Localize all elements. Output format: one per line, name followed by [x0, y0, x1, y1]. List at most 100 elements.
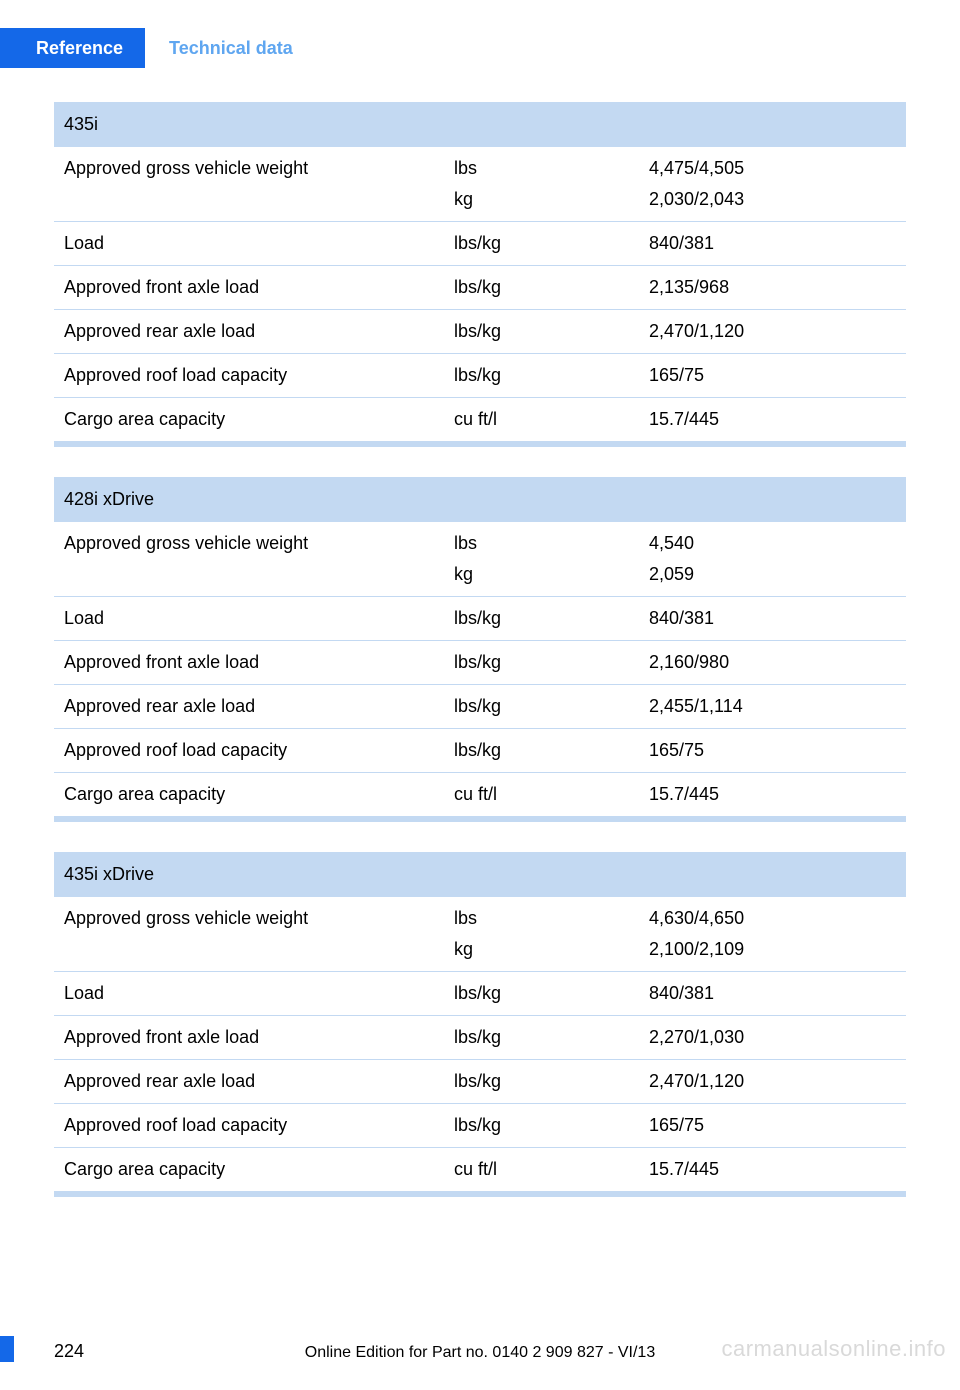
footer-edition-text: Online Edition for Part no. 0140 2 909 8… [0, 1344, 960, 1362]
table-row: Approved roof load capacity lbs/kg 165/7… [54, 729, 906, 773]
row-unit: lbs/kg [454, 696, 649, 717]
row-value: 15.7/445 [649, 1159, 896, 1180]
table-row: Approved rear axle load lbs/kg 2,455/1,1… [54, 685, 906, 729]
table-row: Load lbs/kg 840/381 [54, 597, 906, 641]
content-area: 435i Approved gross vehicle weight lbs k… [0, 102, 960, 1197]
section-title: 435i [64, 114, 98, 134]
table-row: Approved gross vehicle weight lbs kg 4,4… [54, 147, 906, 222]
table-row: Approved rear axle load lbs/kg 2,470/1,1… [54, 1060, 906, 1104]
row-label: Approved rear axle load [64, 321, 454, 342]
unit-line: kg [454, 189, 649, 210]
table-row: Approved roof load capacity lbs/kg 165/7… [54, 1104, 906, 1148]
row-unit: lbs/kg [454, 652, 649, 673]
row-label: Cargo area capacity [64, 784, 454, 805]
row-unit: cu ft/l [454, 784, 649, 805]
row-unit: lbs kg [454, 908, 649, 960]
row-value: 4,475/4,505 2,030/2,043 [649, 158, 896, 210]
row-label: Cargo area capacity [64, 1159, 454, 1180]
row-unit: lbs/kg [454, 1115, 649, 1136]
row-value: 840/381 [649, 983, 896, 1004]
table-row: Approved front axle load lbs/kg 2,270/1,… [54, 1016, 906, 1060]
table-row: Cargo area capacity cu ft/l 15.7/445 [54, 398, 906, 442]
section-end-bar [54, 817, 906, 822]
table-row: Approved front axle load lbs/kg 2,135/96… [54, 266, 906, 310]
row-unit: lbs/kg [454, 277, 649, 298]
section-end-bar [54, 442, 906, 447]
section-header: 435i [54, 102, 906, 147]
unit-line: lbs [454, 533, 649, 554]
row-label: Approved roof load capacity [64, 365, 454, 386]
row-unit: lbs/kg [454, 365, 649, 386]
table-row: Load lbs/kg 840/381 [54, 972, 906, 1016]
reference-label: Reference [36, 38, 123, 59]
row-value: 2,470/1,120 [649, 321, 896, 342]
row-value: 165/75 [649, 365, 896, 386]
section-label: Technical data [169, 38, 293, 59]
section-end-bar [54, 1192, 906, 1197]
row-value: 15.7/445 [649, 409, 896, 430]
value-line: 2,059 [649, 564, 896, 585]
row-label: Approved rear axle load [64, 1071, 454, 1092]
row-unit: lbs/kg [454, 608, 649, 629]
row-unit: lbs kg [454, 533, 649, 585]
row-label: Approved roof load capacity [64, 740, 454, 761]
value-line: 2,030/2,043 [649, 189, 896, 210]
table-row: Cargo area capacity cu ft/l 15.7/445 [54, 1148, 906, 1192]
row-unit: lbs kg [454, 158, 649, 210]
table-row: Approved rear axle load lbs/kg 2,470/1,1… [54, 310, 906, 354]
table-row: Cargo area capacity cu ft/l 15.7/445 [54, 773, 906, 817]
row-value: 2,160/980 [649, 652, 896, 673]
row-label: Cargo area capacity [64, 409, 454, 430]
section-header: 435i xDrive [54, 852, 906, 897]
row-value: 2,135/968 [649, 277, 896, 298]
row-label: Approved gross vehicle weight [64, 908, 454, 929]
row-value: 15.7/445 [649, 784, 896, 805]
row-value: 2,270/1,030 [649, 1027, 896, 1048]
row-label: Approved front axle load [64, 277, 454, 298]
spec-section-428i-xdrive: 428i xDrive Approved gross vehicle weigh… [54, 477, 906, 822]
row-unit: lbs/kg [454, 1071, 649, 1092]
unit-line: kg [454, 564, 649, 585]
row-unit: cu ft/l [454, 409, 649, 430]
header-left-strip [0, 28, 14, 68]
unit-line: lbs [454, 908, 649, 929]
row-value: 165/75 [649, 740, 896, 761]
row-label: Load [64, 608, 454, 629]
header-section-title: Technical data [145, 28, 293, 68]
unit-line: lbs [454, 158, 649, 179]
row-label: Approved gross vehicle weight [64, 533, 454, 554]
row-label: Approved roof load capacity [64, 1115, 454, 1136]
row-unit: lbs/kg [454, 1027, 649, 1048]
section-title: 435i xDrive [64, 864, 154, 884]
table-row: Approved gross vehicle weight lbs kg 4,6… [54, 897, 906, 972]
spec-section-435i: 435i Approved gross vehicle weight lbs k… [54, 102, 906, 447]
row-value: 2,470/1,120 [649, 1071, 896, 1092]
row-label: Approved gross vehicle weight [64, 158, 454, 179]
table-row: Approved gross vehicle weight lbs kg 4,5… [54, 522, 906, 597]
spec-section-435i-xdrive: 435i xDrive Approved gross vehicle weigh… [54, 852, 906, 1197]
row-unit: cu ft/l [454, 1159, 649, 1180]
unit-line: kg [454, 939, 649, 960]
value-line: 4,630/4,650 [649, 908, 896, 929]
section-title: 428i xDrive [64, 489, 154, 509]
row-value: 4,630/4,650 2,100/2,109 [649, 908, 896, 960]
row-label: Approved front axle load [64, 652, 454, 673]
value-line: 4,540 [649, 533, 896, 554]
row-value: 2,455/1,114 [649, 696, 896, 717]
row-value: 840/381 [649, 608, 896, 629]
table-row: Approved front axle load lbs/kg 2,160/98… [54, 641, 906, 685]
row-label: Load [64, 233, 454, 254]
header-bar: Reference Technical data [0, 28, 960, 68]
section-header: 428i xDrive [54, 477, 906, 522]
row-label: Load [64, 983, 454, 1004]
row-label: Approved front axle load [64, 1027, 454, 1048]
header-reference-tab: Reference [14, 28, 145, 68]
value-line: 4,475/4,505 [649, 158, 896, 179]
row-unit: lbs/kg [454, 321, 649, 342]
row-value: 4,540 2,059 [649, 533, 896, 585]
table-row: Approved roof load capacity lbs/kg 165/7… [54, 354, 906, 398]
row-label: Approved rear axle load [64, 696, 454, 717]
row-value: 165/75 [649, 1115, 896, 1136]
table-row: Load lbs/kg 840/381 [54, 222, 906, 266]
value-line: 2,100/2,109 [649, 939, 896, 960]
